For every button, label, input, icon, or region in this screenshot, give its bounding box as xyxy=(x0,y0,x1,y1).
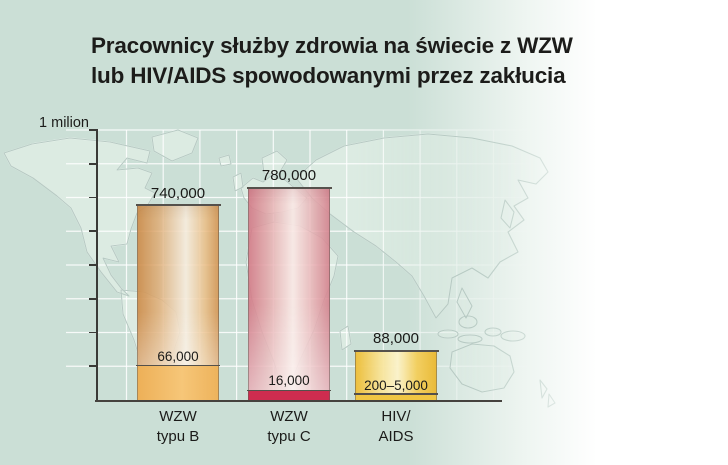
bar-wzw-typu-b-segment-line xyxy=(136,364,220,367)
category-label-wzw-b-line2: typu B xyxy=(156,428,200,445)
category-label-wzw-b: WZW typu B xyxy=(123,407,233,447)
value-label-hiv-aids: 88,000 xyxy=(373,330,419,347)
category-label-wzw-c-line2: typu C xyxy=(267,428,311,445)
y-axis-tick xyxy=(89,162,97,165)
value-label-wzw-b: 740,000 xyxy=(150,185,206,202)
y-axis-tick xyxy=(89,264,97,266)
category-label-wzw-c-line1: WZW xyxy=(270,408,308,425)
y-axis-tick xyxy=(89,129,97,131)
bar-hiv-aids xyxy=(355,350,437,400)
bar-wzw-typu-c-segment-line xyxy=(247,389,331,392)
y-axis-line xyxy=(96,129,98,400)
category-label-hiv-aids-line2: AIDS xyxy=(378,428,414,445)
bar-wzw-typu-c-top-edge xyxy=(246,186,332,190)
y-axis-tick xyxy=(89,230,97,233)
bar-wzw-typu-c-lower-segment xyxy=(248,391,330,400)
category-label-wzw-b-line1: WZW xyxy=(159,408,197,425)
category-label-hiv-aids: HIV/ AIDS xyxy=(341,407,451,447)
bar-wzw-typu-b-lower-segment xyxy=(137,366,219,400)
chart-title: Pracownicy służby zdrowia na świecie z W… xyxy=(91,31,691,91)
bar-wzw-typu-b-top-edge xyxy=(135,203,221,207)
segment-label-wzw-b: 66,000 xyxy=(157,349,199,364)
y-axis-max-label: 1 milion xyxy=(39,115,89,131)
value-label-wzw-c: 780,000 xyxy=(261,167,317,184)
bar-hiv-aids-lower-segment xyxy=(355,394,437,400)
x-axis-baseline xyxy=(95,400,502,402)
category-label-hiv-aids-line1: HIV/ xyxy=(381,408,411,425)
chart-title-line1: Pracownicy służby zdrowia na świecie z W… xyxy=(91,33,573,58)
segment-label-hiv-aids: 200–5,000 xyxy=(364,378,428,393)
bar-wzw-typu-c xyxy=(248,187,330,400)
y-axis-tick xyxy=(89,196,97,199)
category-label-wzw-c: WZW typu C xyxy=(234,407,344,447)
chart-title-line2: lub HIV/AIDS spowodowanymi przez zakłuci… xyxy=(91,63,566,88)
segment-label-wzw-c: 16,000 xyxy=(268,373,310,388)
y-axis-tick xyxy=(89,297,97,300)
bar-hiv-aids-top-edge xyxy=(353,349,439,353)
bar-hiv-aids-segment-line xyxy=(354,393,438,395)
y-axis-tick xyxy=(89,365,97,368)
y-axis-tick xyxy=(89,331,97,334)
